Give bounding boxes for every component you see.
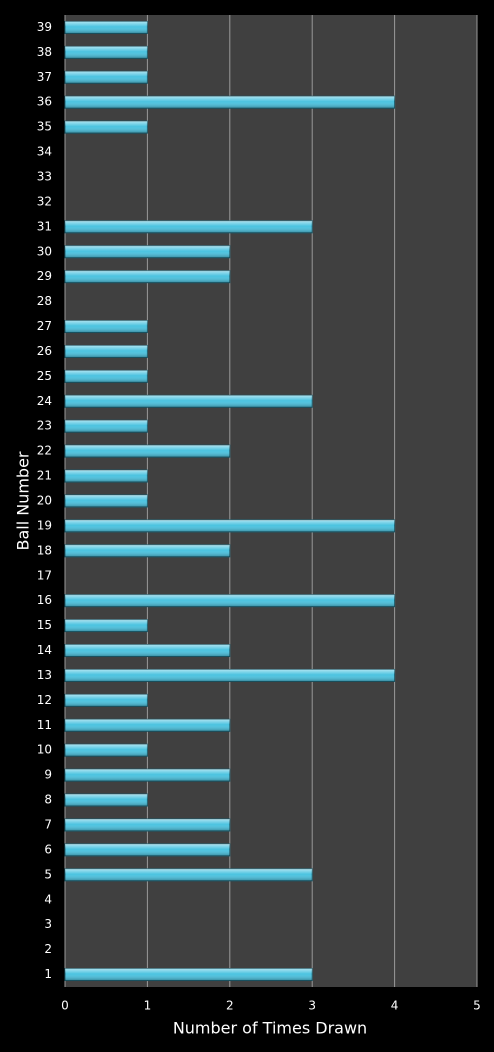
y-tick-label: 1	[44, 967, 52, 981]
bar-shine	[65, 619, 148, 632]
y-tick-label: 37	[37, 70, 52, 84]
bar-shine	[65, 794, 148, 807]
x-tick-label: 3	[308, 999, 316, 1013]
bar-shine	[65, 395, 313, 408]
y-tick-label: 21	[37, 469, 52, 483]
bar-shine	[65, 470, 148, 483]
bar-shine	[65, 669, 395, 682]
bar-shine	[65, 96, 395, 109]
x-tick-label: 1	[144, 999, 152, 1013]
y-tick-label: 13	[37, 668, 52, 682]
y-tick-label: 38	[37, 45, 52, 59]
x-tick-label: 2	[226, 999, 234, 1013]
bar-shine	[65, 819, 230, 831]
bar-shine	[65, 868, 313, 881]
y-tick-label: 6	[44, 842, 52, 856]
x-tick-label: 5	[473, 999, 481, 1013]
y-tick-label: 7	[44, 818, 52, 832]
x-axis-title: Number of Times Drawn	[173, 1019, 367, 1038]
y-tick-label: 29	[37, 269, 52, 283]
y-tick-label: 34	[37, 145, 52, 159]
bar-shine	[65, 71, 148, 84]
bar-shine	[65, 270, 230, 283]
y-tick-label: 18	[37, 543, 52, 557]
bar-shine	[65, 420, 148, 433]
y-tick-label: 5	[44, 867, 52, 881]
bar-shine	[65, 345, 148, 358]
bar-shine	[65, 320, 148, 333]
x-tick-label: 0	[61, 999, 69, 1013]
bar-shine	[65, 46, 148, 59]
y-tick-label: 9	[44, 768, 52, 782]
y-tick-label: 24	[37, 394, 52, 408]
bar-shine	[65, 21, 148, 34]
bar-shine	[65, 220, 313, 233]
y-tick-label: 2	[44, 942, 52, 956]
y-tick-label: 31	[37, 219, 52, 233]
y-tick-label: 22	[37, 444, 52, 458]
bar-shine	[65, 968, 313, 981]
x-tick-label: 4	[391, 999, 399, 1013]
bar-shine	[65, 245, 230, 258]
y-tick-label: 30	[37, 244, 52, 258]
y-tick-label: 20	[37, 494, 52, 508]
bar-shine	[65, 694, 148, 707]
y-tick-label: 39	[37, 20, 52, 34]
bar-shine	[65, 744, 148, 757]
y-axis-title: Ball Number	[14, 451, 33, 550]
bar-shine	[65, 594, 395, 607]
y-tick-label: 26	[37, 344, 52, 358]
y-tick-label: 11	[37, 718, 52, 732]
y-tick-label: 10	[37, 743, 52, 757]
bar-shine	[65, 719, 230, 732]
bar-shine	[65, 843, 230, 856]
y-tick-label: 32	[37, 194, 52, 208]
bar-shine	[65, 445, 230, 458]
y-tick-label: 3	[44, 917, 52, 931]
y-tick-label: 33	[37, 170, 52, 184]
bar-shine	[65, 370, 148, 383]
bar-shine	[65, 644, 230, 657]
y-tick-label: 14	[37, 643, 52, 657]
bar-shine	[65, 544, 230, 557]
bar-shine	[65, 519, 395, 532]
y-tick-label: 15	[37, 618, 52, 632]
y-tick-label: 17	[37, 568, 52, 582]
y-tick-label: 28	[37, 294, 52, 308]
y-tick-label: 4	[44, 892, 52, 906]
y-tick-label: 25	[37, 369, 52, 383]
bar-shine	[65, 121, 148, 134]
bar-shine	[65, 769, 230, 782]
y-tick-label: 36	[37, 95, 52, 109]
y-tick-label: 19	[37, 518, 52, 532]
y-tick-label: 16	[37, 593, 52, 607]
bar-shine	[65, 495, 148, 507]
y-tick-label: 35	[37, 120, 52, 134]
y-tick-label: 23	[37, 419, 52, 433]
y-tick-label: 8	[44, 793, 52, 807]
y-tick-label: 12	[37, 693, 52, 707]
y-tick-label: 27	[37, 319, 52, 333]
